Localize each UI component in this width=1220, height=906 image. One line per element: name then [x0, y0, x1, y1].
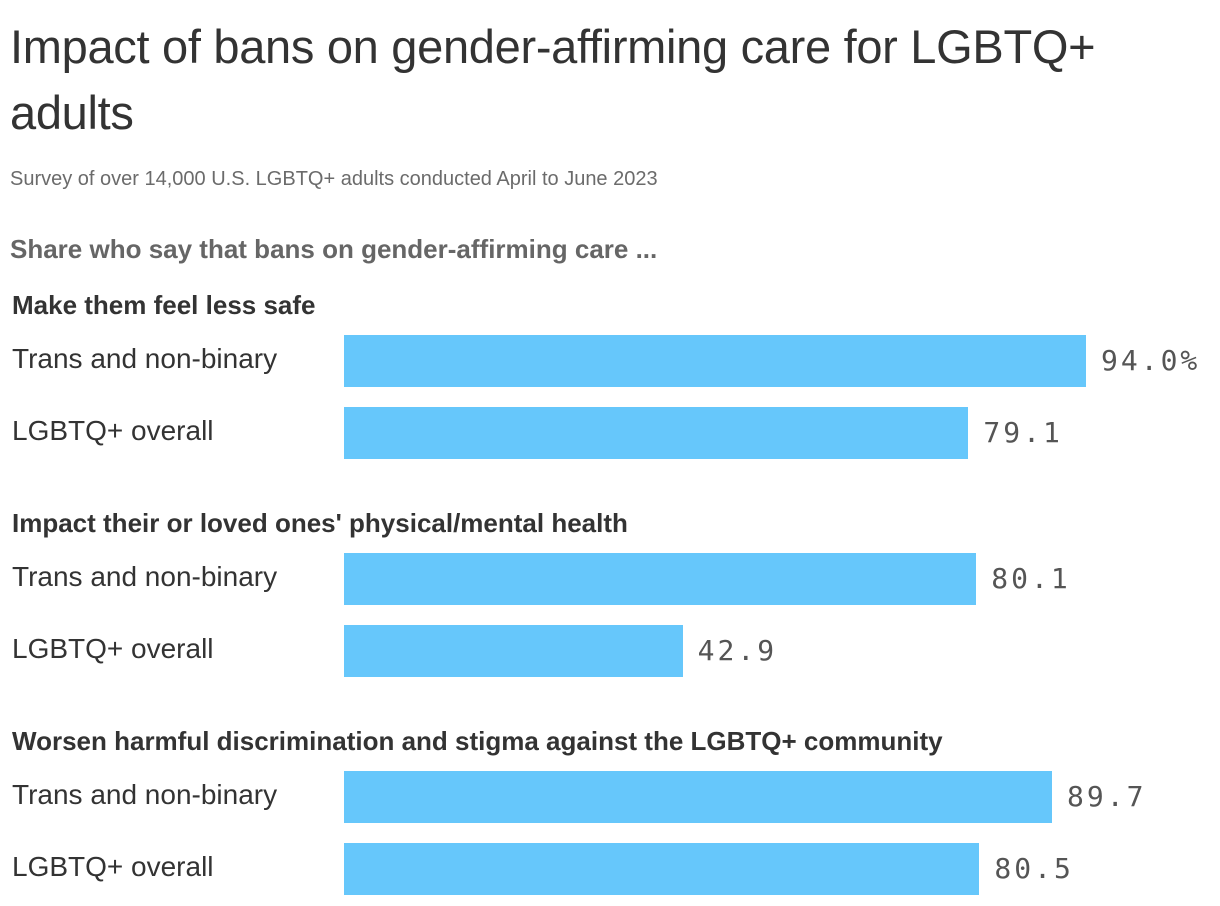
value-label: 94.0%: [1101, 344, 1201, 377]
value-label: 80.1: [991, 562, 1071, 595]
group-title: Worsen harmful discrimination and stigma…: [12, 726, 943, 756]
chart-question: Share who say that bans on gender-affirm…: [10, 234, 658, 264]
bar: [344, 771, 1053, 823]
value-label: 42.9: [697, 634, 778, 667]
bar: [344, 625, 683, 677]
bar: [344, 843, 980, 895]
group-title: Impact their or loved ones' physical/men…: [12, 508, 628, 538]
value-label: 89.7: [1067, 780, 1147, 813]
row-label: Trans and non-binary: [12, 343, 278, 374]
bar: [344, 407, 969, 459]
chart-title: Impact of bans on gender-affirming care …: [10, 20, 1096, 139]
chart-subtitle: Survey of over 14,000 U.S. LGBTQ+ adults…: [10, 168, 658, 190]
value-label: 80.5: [994, 852, 1074, 885]
bar: [344, 335, 1086, 387]
value-label: 79.1: [983, 416, 1063, 449]
row-label: Trans and non-binary: [12, 779, 278, 810]
row-label: LGBTQ+ overall: [12, 851, 214, 882]
group-title: Make them feel less safe: [12, 290, 316, 320]
row-label: LGBTQ+ overall: [12, 415, 214, 446]
row-label: Trans and non-binary: [12, 561, 278, 592]
row-label: LGBTQ+ overall: [12, 633, 214, 664]
bar: [344, 553, 977, 605]
